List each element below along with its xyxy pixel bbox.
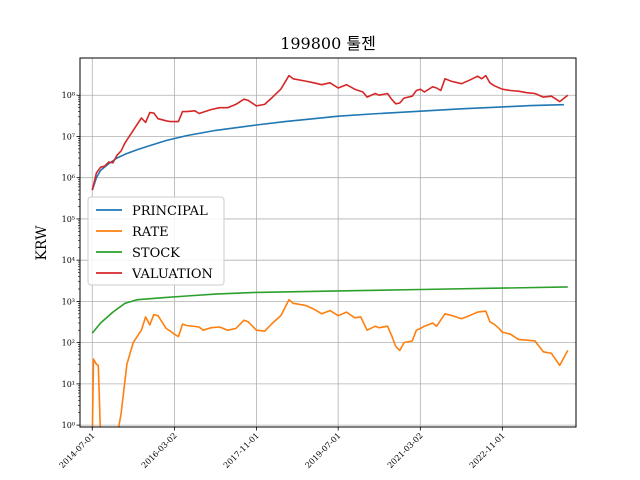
y-tick-label: 10³	[62, 297, 75, 306]
y-tick-label: 10⁴	[62, 256, 75, 265]
series-line-rate	[91, 298, 569, 427]
y-axis: 10⁰ 10¹ 10² 10³ 10⁴ 10⁵ 10⁶ 10⁷ 10⁸	[62, 91, 80, 430]
plot-area-frame	[79, 57, 577, 428]
y-tick-label: 10¹	[62, 380, 75, 389]
y-tick-label: 10⁷	[62, 132, 75, 141]
grid-lines	[80, 58, 576, 427]
series-line-stock	[91, 286, 568, 334]
y-tick-label: 10⁶	[62, 174, 75, 183]
series-line-valuation	[91, 74, 569, 191]
legend-label-principal: PRINCIPAL	[132, 204, 208, 219]
chart-title: 199800 툴젠	[280, 34, 376, 53]
legend-label-valuation: VALUATION	[131, 267, 213, 282]
y-tick-label: 10⁸	[62, 91, 75, 100]
y-tick-label: 10²	[62, 339, 75, 348]
legend: PRINCIPAL RATE STOCK VALUATION	[87, 196, 225, 286]
legend-box	[87, 196, 225, 286]
y-tick-label: 10⁵	[62, 215, 75, 224]
y-axis-label: KRW	[34, 225, 50, 261]
series-layer	[91, 74, 569, 427]
legend-label-rate: RATE	[132, 225, 169, 240]
legend-label-stock: STOCK	[132, 246, 180, 261]
y-tick-label: 10⁰	[62, 421, 75, 430]
